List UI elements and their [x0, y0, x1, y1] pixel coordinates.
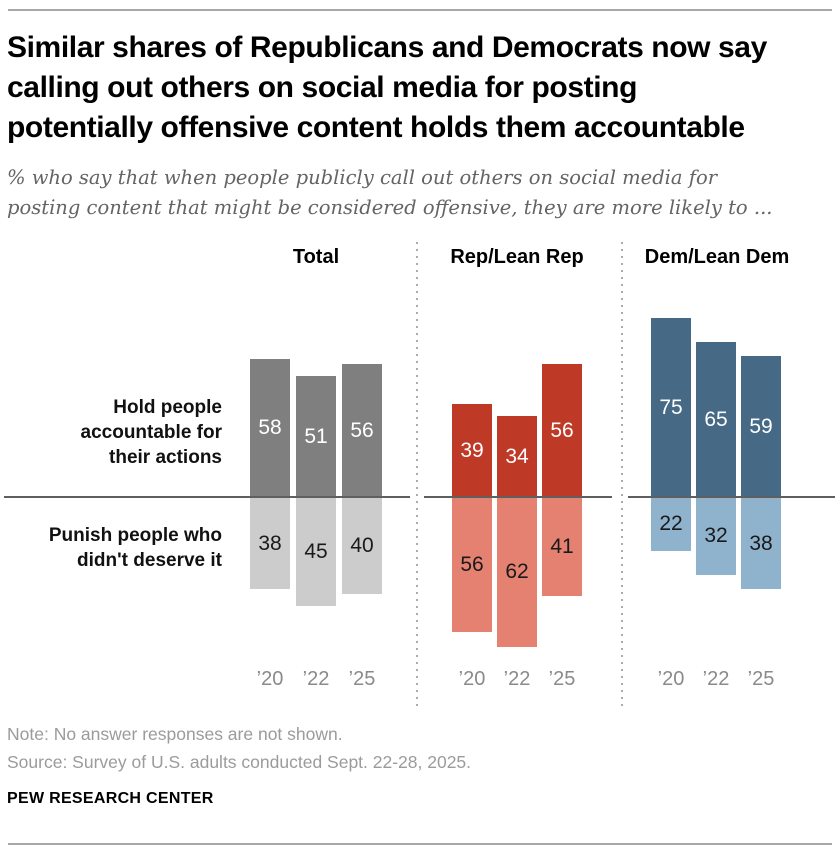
bar-value-label: 34 — [505, 445, 529, 469]
chart-source: Source: Survey of U.S. adults conducted … — [7, 752, 472, 772]
pew-research-center-wordmark: PEW RESEARCH CENTER — [7, 790, 214, 807]
year-axis-label: ’20 — [657, 668, 685, 690]
title-line: calling out others on social media for p… — [7, 71, 637, 104]
bottom-rule — [8, 843, 832, 845]
row-label-line: their actions — [109, 447, 222, 468]
year-axis-label: ’25 — [548, 668, 576, 690]
year-axis-label: ’22 — [702, 668, 730, 690]
year-axis-label: ’20 — [256, 668, 284, 690]
row-label-accountable: Hold people accountable for their action… — [7, 395, 222, 470]
panel-header-rep: Rep/Lean Rep — [450, 246, 584, 268]
bar-value-label: 40 — [350, 534, 374, 557]
year-axis-label: ’20 — [458, 668, 486, 690]
row-label-line: Hold people — [113, 397, 222, 418]
bar-total-20-punish — [250, 498, 290, 590]
bar-value-label: 39 — [460, 439, 484, 463]
subtitle-line: posting content that might be considered… — [7, 196, 773, 219]
bar-value-label: 38 — [258, 531, 282, 555]
subtitle-line: % who say that when people publicly call… — [7, 166, 718, 189]
bar-value-label: 32 — [704, 524, 728, 548]
bar-dem-lean-dem-25-accountable — [741, 356, 781, 498]
bar-total-20-accountable — [250, 358, 290, 498]
zero-axis-line — [628, 496, 835, 498]
year-axis-label: ’22 — [503, 668, 531, 690]
bar-total-22-accountable — [296, 375, 336, 498]
bar-value-label: 59 — [749, 415, 773, 439]
bar-dem-lean-dem-22-accountable — [696, 342, 736, 498]
top-rule — [8, 9, 832, 11]
row-label-line: didn't deserve it — [77, 550, 222, 571]
bar-value-label: 22 — [659, 512, 683, 536]
row-label-line: Punish people who — [48, 525, 222, 546]
title-line: Similar shares of Republicans and Democr… — [7, 31, 767, 64]
bar-value-label: 75 — [659, 396, 683, 419]
title-line: potentially offensive content holds them… — [7, 111, 745, 144]
bar-value-label: 38 — [749, 531, 773, 555]
page-title: Similar shares of Republicans and Democr… — [7, 28, 767, 148]
panel-header-dem: Dem/Lean Dem — [644, 246, 790, 268]
bar-value-label: 56 — [350, 418, 374, 442]
bar-rep-lean-rep-20-accountable — [452, 404, 492, 498]
row-label-line: accountable for — [80, 422, 222, 443]
chart-area: Total Rep/Lean Rep Dem/Lean Dem Hold peo… — [0, 240, 840, 710]
chart-note: Note: No answer responses are not shown. — [7, 724, 343, 744]
bar-value-label: 56 — [460, 553, 484, 577]
bar-value-label: 56 — [550, 418, 574, 442]
bar-dem-lean-dem-20-punish — [651, 498, 691, 551]
bar-total-22-punish — [296, 498, 336, 606]
bar-total-25-punish — [342, 498, 382, 594]
bar-dem-lean-dem-25-punish — [741, 498, 781, 590]
bar-rep-lean-rep-25-punish — [542, 498, 582, 597]
bar-value-label: 58 — [258, 416, 282, 440]
bar-value-label: 51 — [304, 424, 328, 448]
bar-rep-lean-rep-22-punish — [497, 498, 537, 647]
zero-axis-line — [4, 496, 410, 498]
bar-dem-lean-dem-22-punish — [696, 498, 736, 575]
bar-value-label: 62 — [505, 560, 529, 584]
panel-divider — [416, 242, 418, 706]
panel-divider — [621, 242, 623, 706]
bar-rep-lean-rep-20-punish — [452, 498, 492, 633]
bar-dem-lean-dem-20-accountable — [651, 318, 691, 498]
chart-subtitle: % who say that when people publicly call… — [7, 163, 772, 223]
bar-value-label: 45 — [304, 540, 328, 563]
bar-rep-lean-rep-22-accountable — [497, 416, 537, 498]
panel-header-total: Total — [292, 246, 340, 268]
bar-total-25-accountable — [342, 363, 382, 498]
bar-value-label: 41 — [550, 535, 574, 559]
year-axis-label: ’22 — [302, 668, 330, 690]
year-axis-label: ’25 — [348, 668, 376, 690]
zero-axis-line — [424, 496, 612, 498]
bar-value-label: 65 — [704, 408, 728, 431]
year-axis-label: ’25 — [747, 668, 775, 690]
bar-rep-lean-rep-25-accountable — [542, 363, 582, 498]
row-label-punish: Punish people who didn't deserve it — [7, 523, 222, 573]
